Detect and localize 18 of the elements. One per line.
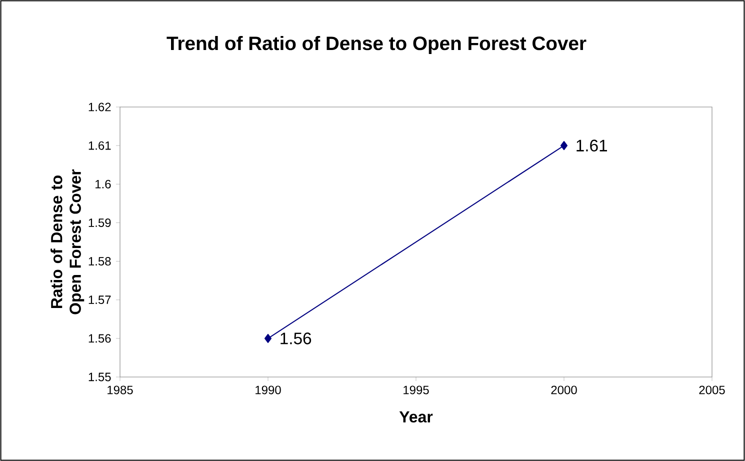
data-label: 1.61 bbox=[576, 140, 607, 152]
y-axis-title: Ratio of Dense to Open Forest Cover bbox=[50, 169, 84, 314]
x-axis-title: Year bbox=[399, 411, 433, 423]
y-tick-label: 1.62 bbox=[88, 102, 111, 112]
y-tick-label: 1.59 bbox=[88, 218, 111, 227]
y-tick-label: 1.6 bbox=[96, 180, 111, 188]
data-label: 1.56 bbox=[280, 332, 312, 344]
chart-title: Trend of Ratio of Dense to Open Forest Cover bbox=[166, 36, 586, 54]
x-tick-label: 1990 bbox=[256, 386, 281, 394]
y-tick-label: 1.56 bbox=[88, 334, 111, 343]
y-tick-label: 1.55 bbox=[88, 372, 111, 382]
y-tick-label: 1.61 bbox=[88, 141, 111, 150]
y-tick-label: 1.57 bbox=[88, 296, 111, 304]
x-tick-label: 1985 bbox=[108, 386, 133, 394]
y-tick-label: 1.58 bbox=[88, 257, 111, 266]
x-tick-label: 2005 bbox=[699, 386, 725, 394]
x-tick-label: 2000 bbox=[551, 386, 577, 394]
x-tick-label: 1995 bbox=[404, 386, 429, 394]
